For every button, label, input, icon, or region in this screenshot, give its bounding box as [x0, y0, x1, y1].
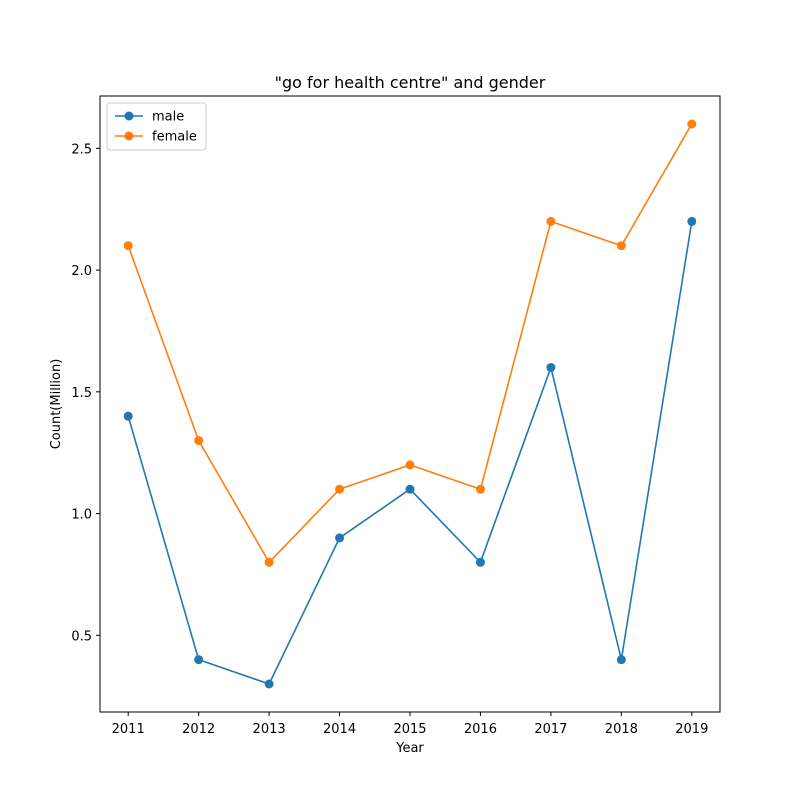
data-point-female [475, 484, 485, 494]
x-tick-label: 2013 [253, 722, 286, 737]
data-point-female [264, 557, 274, 567]
data-point-male [264, 679, 274, 689]
data-point-male [475, 557, 485, 567]
x-tick-label: 2011 [112, 722, 145, 737]
x-tick-label: 2015 [393, 722, 426, 737]
data-point-female [405, 460, 415, 470]
y-tick-label: 0.5 [71, 629, 92, 644]
legend-label: male [152, 110, 184, 125]
y-tick-label: 2.5 [71, 142, 92, 157]
legend: male female [106, 102, 207, 151]
y-tick-label: 2.0 [71, 264, 92, 279]
data-point-female [335, 484, 345, 494]
y-tick-label: 1.0 [71, 508, 92, 523]
legend-label: female [152, 130, 197, 145]
data-point-female [616, 241, 626, 251]
data-point-female [546, 216, 556, 226]
legend-swatch-marker [124, 111, 134, 121]
series-line-female [127, 123, 693, 564]
x-tick-label: 2018 [605, 722, 638, 737]
y-axis-label: Count(Million) [49, 359, 64, 450]
data-point-female [123, 241, 133, 251]
data-point-male [335, 533, 345, 543]
data-point-female [194, 436, 204, 446]
x-tick-label: 2016 [464, 722, 497, 737]
series-male [123, 216, 697, 689]
x-axis-label: Year [395, 741, 424, 756]
data-point-male [405, 484, 415, 494]
chart-title: "go for health centre" and gender [275, 73, 546, 92]
x-tick-label: 2017 [534, 722, 567, 737]
data-point-male [616, 655, 626, 665]
y-axis: 0.5 1.0 1.5 2.0 2.5 [71, 142, 100, 644]
x-axis: 2011 2012 2013 2014 2015 2016 2017 2018 2019 [112, 712, 708, 737]
y-tick-label: 1.5 [71, 386, 92, 401]
legend-swatch-marker [124, 131, 134, 141]
data-point-male [687, 216, 697, 226]
data-point-female [687, 119, 697, 129]
series-female [123, 119, 697, 567]
series-layer [123, 119, 697, 689]
x-tick-label: 2019 [675, 722, 708, 737]
data-point-male [194, 655, 204, 665]
data-point-male [123, 411, 133, 421]
series-line-male [127, 221, 693, 685]
x-tick-label: 2012 [182, 722, 215, 737]
x-tick-label: 2014 [323, 722, 356, 737]
data-point-male [546, 362, 556, 372]
